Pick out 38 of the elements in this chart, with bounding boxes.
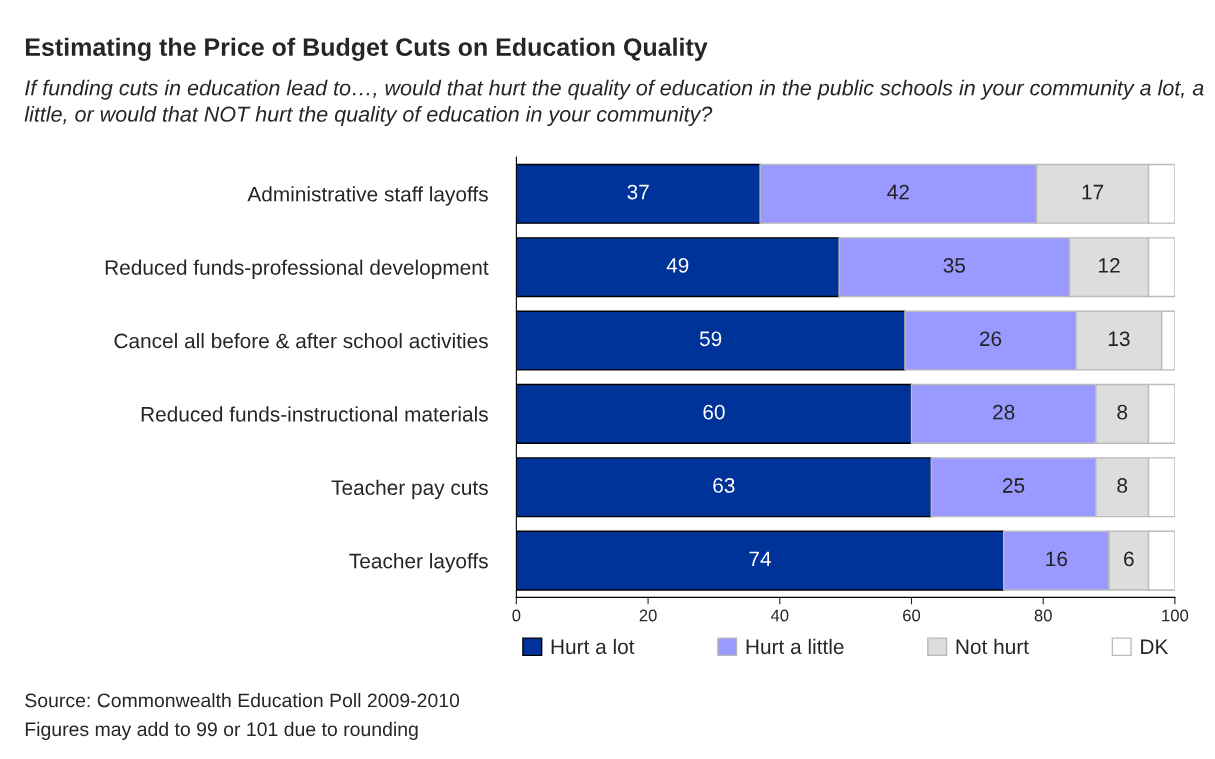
y-tick-label: Administrative staff layoffs [247, 186, 488, 206]
legend-label: DK [1141, 639, 1169, 654]
data-label: 26 [979, 331, 1002, 347]
data-label: 25 [1003, 478, 1025, 493]
legend-label: Hurt a lot [551, 638, 635, 655]
y-tick-label: Cancel all before & after school activities [114, 332, 488, 349]
y-tick-label: Teacher layoffs [349, 553, 488, 573]
chart-subtitle: If funding cuts in education lead to…, would that hurt the quality of education in the public schools in your community a lot, a little, or would that NOT hurt the quality of education in your community? [24, 79, 1204, 127]
data-label: 12 [1099, 258, 1120, 273]
data-label: 16 [1046, 551, 1068, 567]
y-tick-label: Teacher pay cuts [331, 479, 488, 500]
y-tick-label: Reduced funds-professional development [105, 259, 489, 280]
data-label: 13 [1108, 331, 1130, 347]
x-tick-label: 20 [639, 609, 657, 622]
data-label: 8 [1117, 404, 1128, 420]
data-label: 35 [943, 258, 966, 273]
data-label: 60 [703, 404, 725, 420]
data-label: 17 [1082, 184, 1104, 200]
data-label: 28 [993, 404, 1015, 420]
data-label: 8 [1117, 478, 1128, 493]
x-tick-label: 40 [770, 609, 789, 622]
x-tick-label: 0 [512, 609, 521, 622]
data-label: 63 [713, 478, 735, 493]
data-label: 74 [749, 551, 772, 567]
x-tick-label: 100 [1162, 609, 1189, 622]
data-label: 59 [699, 331, 722, 347]
x-tick-label: 60 [903, 609, 921, 622]
data-label: 49 [666, 258, 689, 273]
chart-title: Estimating the Price of Budget Cuts on Education Quality [25, 37, 708, 62]
data-label: 37 [627, 184, 649, 200]
legend-label: Not hurt [956, 638, 1029, 655]
text: Figures may add to 99 or 101 due to rounding [25, 721, 418, 740]
data-label: 42 [887, 184, 909, 200]
y-tick-label: Reduced funds-instructional materials [141, 406, 488, 422]
data-label: 6 [1124, 551, 1134, 567]
source-note: Source: Commonwealth Education Poll 2009-2010 [25, 693, 460, 708]
x-tick-label: 80 [1034, 609, 1052, 622]
legend-label: Hurt a little [746, 638, 844, 655]
